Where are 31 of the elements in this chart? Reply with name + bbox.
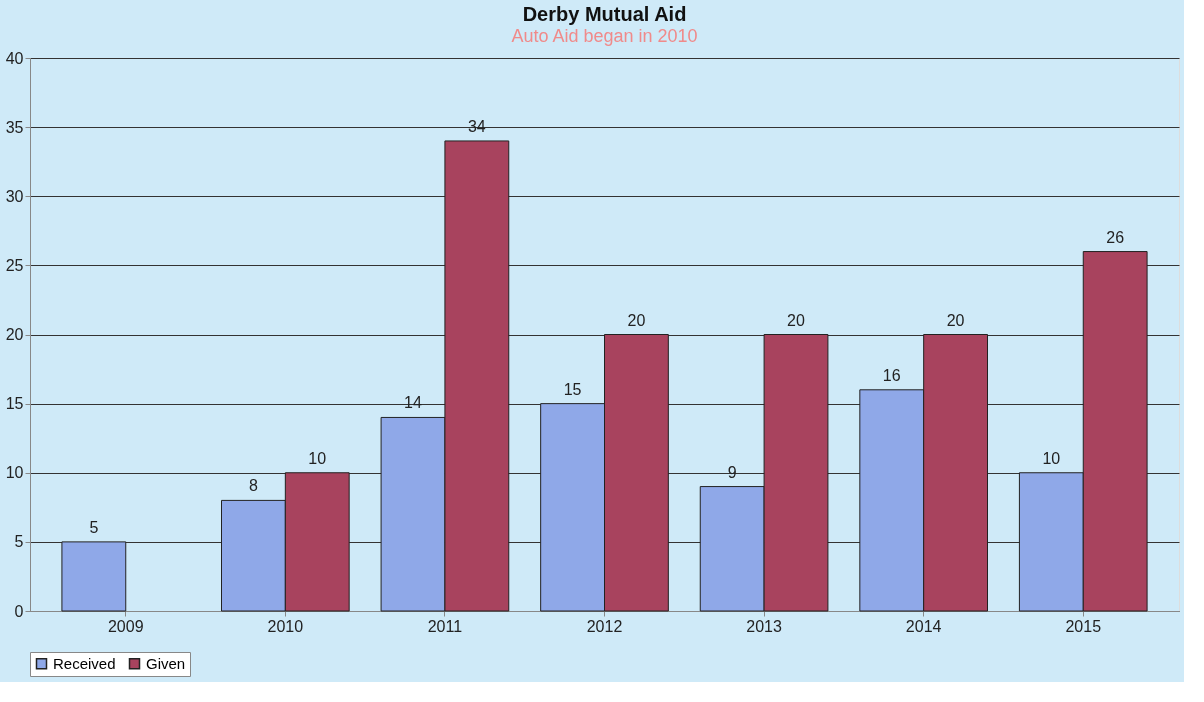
- data-label: 20: [627, 311, 646, 329]
- y-tick-label: 10: [5, 464, 24, 482]
- x-tick-label: 2012: [586, 617, 623, 635]
- y-tick-label: 0: [14, 602, 24, 620]
- y-tick-label: 35: [5, 118, 24, 136]
- x-tick-label: 2011: [427, 617, 463, 635]
- x-tick-label: 2015: [1065, 617, 1102, 635]
- y-tick-label: 5: [14, 533, 24, 551]
- data-label: 10: [1042, 449, 1061, 467]
- chart-subtitle: Auto Aid began in 2010: [511, 26, 698, 46]
- x-tick-label: 2009: [107, 617, 144, 635]
- legend-label: Given: [146, 654, 186, 672]
- y-tick-label: 15: [5, 395, 24, 413]
- data-label: 16: [882, 366, 901, 384]
- data-label: 10: [308, 449, 327, 467]
- bar: [61, 541, 127, 612]
- data-label: 5: [89, 518, 99, 536]
- chart-title: Derby Mutual Aid: [522, 3, 687, 25]
- y-tick-label: 30: [5, 187, 24, 205]
- x-tick-label: 2010: [267, 617, 304, 635]
- x-tick-label: 2013: [746, 617, 782, 635]
- y-tick-label: 25: [5, 256, 24, 274]
- data-label: 8: [248, 477, 258, 495]
- data-label: 20: [946, 311, 965, 329]
- data-label: 20: [787, 311, 805, 329]
- x-tick-label: 2014: [905, 617, 942, 635]
- data-label: 15: [563, 380, 582, 398]
- y-tick-label: 20: [5, 326, 24, 343]
- legend-label: Received: [53, 654, 116, 672]
- data-label: 26: [1106, 228, 1125, 246]
- y-tick-label: 40: [5, 49, 24, 67]
